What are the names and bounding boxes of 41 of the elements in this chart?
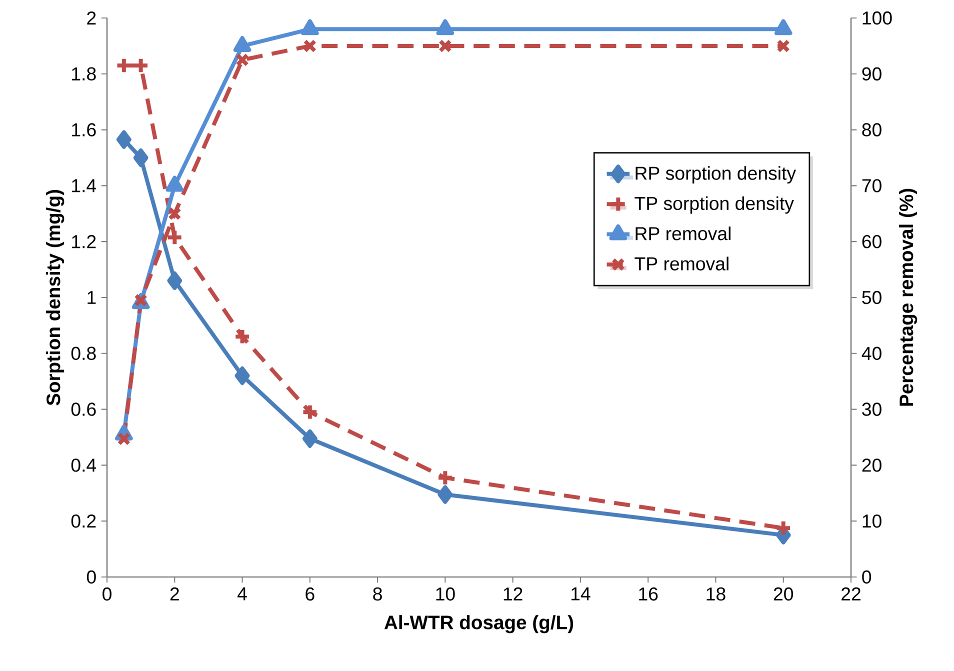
x-tick-label: 8 [373,587,382,601]
y-tick-label: 1 [88,291,96,304]
x-tick-label: 0 [102,587,112,601]
legend-label: TP sorption density [634,196,794,214]
y-tick-label: 1.4 [72,179,96,192]
y2-tick-label: 10 [862,514,882,528]
x-tick-label: 20 [774,587,794,601]
y2-tick-label: 70 [862,179,882,192]
y-tick-label: 2 [87,11,96,25]
x-tick-label: 2 [170,587,179,600]
y2-tick-label: 20 [862,458,882,472]
y2-axis-title: Percentage removal (%) [899,188,918,406]
x-axis-title: Al-WTR dosage (g/L) [384,615,574,634]
y-tick-label: 0.4 [71,458,96,472]
y-tick-label: 0.6 [71,402,96,416]
y2-tick-label: 0 [862,570,872,584]
y2-tick-label: 90 [862,67,882,81]
y-tick-label: 1.8 [72,67,96,81]
x-tick-label: 12 [504,587,522,600]
x-tick-label: 16 [639,587,658,601]
y-tick-label: 1.2 [72,235,96,248]
y-tick-label: 0.8 [71,346,96,360]
legend-label: RP removal [636,226,730,240]
y2-tick-label: 50 [862,290,882,304]
y2-tick-label: 60 [862,234,882,248]
x-tick-label: 6 [306,587,314,601]
x-tick-label: 10 [436,587,455,601]
x-tick-label: 14 [571,587,590,600]
legend-label: RP sorption density [636,166,796,184]
y-axis-title: Sorption density (mg/g) [46,190,64,406]
y-tick-label: 0 [86,570,96,584]
legend-label: TP removal [634,256,728,270]
x-tick-label: 4 [238,587,247,600]
y-tick-label: 0.2 [71,514,96,528]
y-tick-label: 1.6 [72,123,96,136]
y2-tick-label: 30 [862,402,882,416]
y2-tick-label: 100 [862,11,892,25]
x-tick-label: 22 [842,587,860,600]
y2-tick-label: 80 [862,123,882,136]
x-tick-label: 18 [706,587,726,601]
y2-tick-label: 40 [862,346,882,360]
